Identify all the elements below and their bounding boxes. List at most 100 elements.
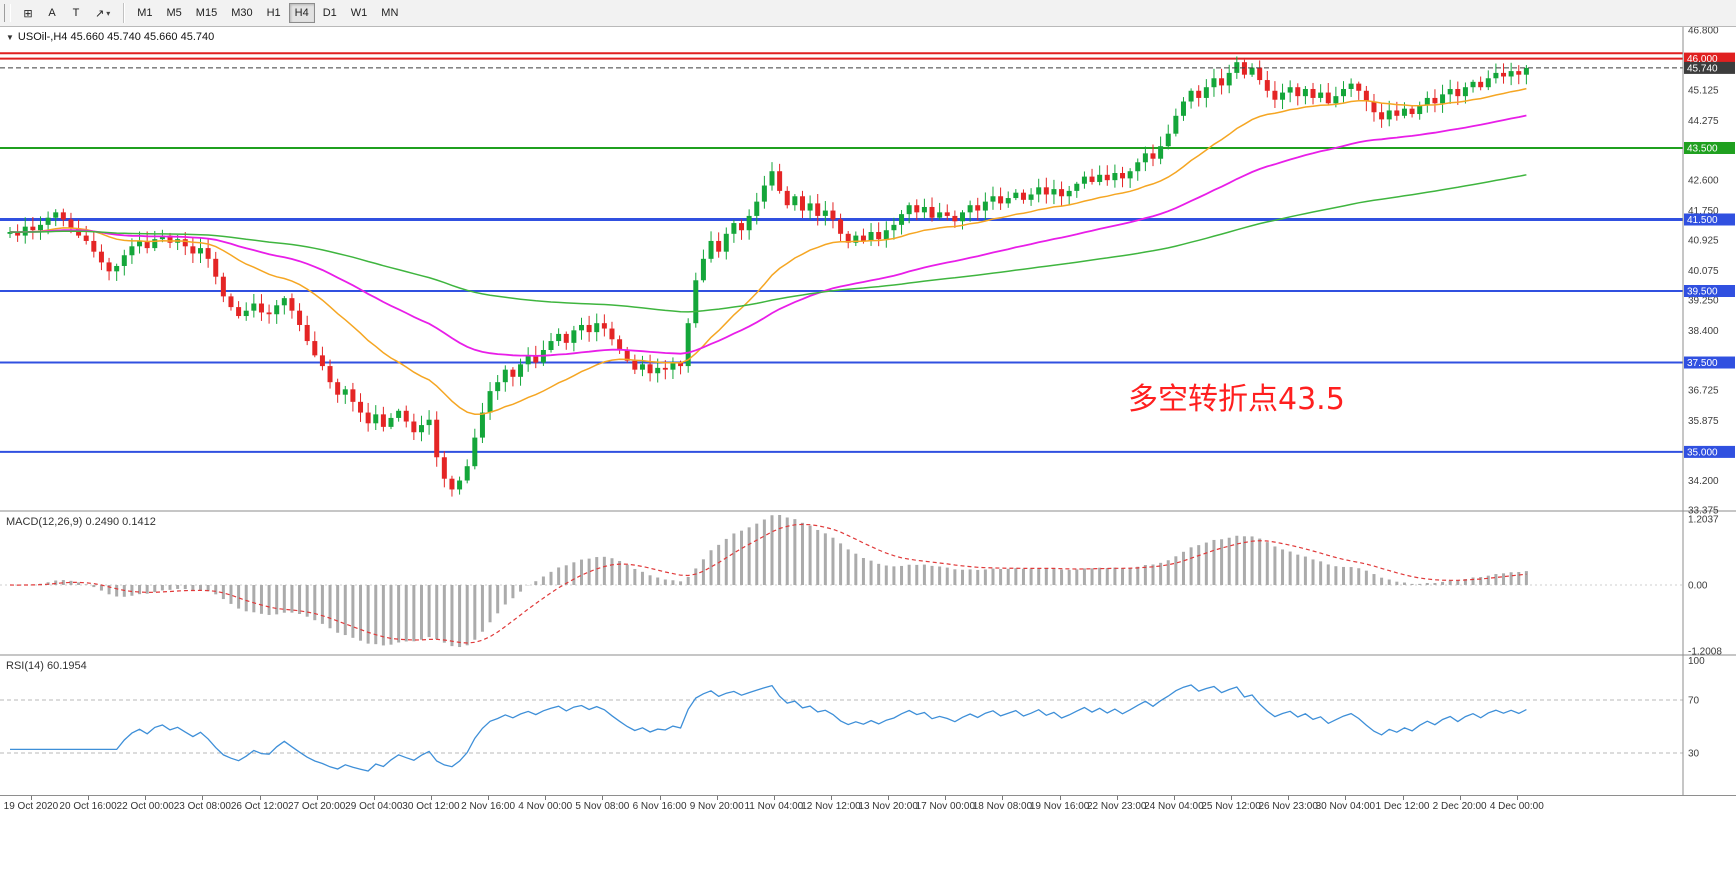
time-label: 20 Oct 16:00 bbox=[59, 801, 117, 812]
grid-tool-button[interactable]: ⊞ bbox=[17, 3, 39, 23]
panel-frames-layer bbox=[0, 27, 1736, 795]
time-label: 29 Oct 04:00 bbox=[345, 801, 403, 812]
arrow-tool-icon: ↗ bbox=[95, 7, 105, 20]
time-tick bbox=[1059, 796, 1061, 800]
ohlc-title-text: USOil-,H4 45.660 45.740 45.660 45.740 bbox=[17, 31, 215, 43]
time-label: 25 Nov 12:00 bbox=[1201, 801, 1261, 812]
price-tick-label: 34.200 bbox=[1688, 476, 1719, 487]
timeframe-button-h1[interactable]: H1 bbox=[266, 7, 281, 19]
time-label: 2 Nov 16:00 bbox=[461, 801, 516, 812]
price-badge: 43.500 bbox=[1684, 141, 1735, 154]
time-tick bbox=[1002, 796, 1004, 800]
price-tick-label: 35.875 bbox=[1688, 416, 1719, 427]
price-tick-label: 40.925 bbox=[1688, 236, 1719, 247]
time-label: 23 Oct 08:00 bbox=[173, 801, 231, 812]
time-label: 30 Oct 12:00 bbox=[402, 801, 460, 812]
grid-tool-icon: ⊞ bbox=[23, 7, 33, 20]
arrow-tool-button[interactable]: ↗ ▾ bbox=[89, 3, 116, 23]
time-tick bbox=[1288, 796, 1290, 800]
time-label: 19 Oct 2020 bbox=[3, 801, 59, 812]
price-tick-label: 46.800 bbox=[1688, 27, 1719, 37]
price-scale[interactable]: 46.800 45.125 44.275 42.600 41.750 40.925 40.0… bbox=[1684, 27, 1735, 760]
time-tick bbox=[602, 796, 604, 800]
svg-text:46.000: 46.000 bbox=[1687, 54, 1718, 65]
time-label: 17 Nov 00:00 bbox=[915, 801, 976, 812]
time-tick bbox=[1116, 796, 1118, 800]
rsi-tick-label: 70 bbox=[1688, 696, 1700, 707]
time-label: 4 Dec 00:00 bbox=[1489, 801, 1544, 812]
time-tick bbox=[773, 796, 775, 800]
price-tick-label: 45.125 bbox=[1688, 85, 1719, 96]
timeframe-button-m30[interactable]: M30 bbox=[231, 7, 253, 19]
macd-tick-label: 1.2037 bbox=[1688, 515, 1719, 526]
time-tick bbox=[145, 796, 147, 800]
time-label: 1 Dec 12:00 bbox=[1375, 801, 1430, 812]
time-label: 19 Nov 16:00 bbox=[1029, 801, 1090, 812]
time-tick bbox=[316, 796, 318, 800]
time-tick bbox=[88, 796, 90, 800]
text-tool-button[interactable]: T bbox=[65, 3, 87, 23]
timeframe-button-m1[interactable]: M1 bbox=[137, 7, 153, 19]
time-tick bbox=[716, 796, 718, 800]
annotation-text[interactable]: 多空转折点43.5 bbox=[1128, 382, 1345, 417]
label-tool-button[interactable]: A bbox=[41, 3, 63, 23]
price-tick-label: 44.275 bbox=[1688, 116, 1719, 127]
svg-text:43.500: 43.500 bbox=[1687, 143, 1718, 154]
timeframe-button-w1[interactable]: W1 bbox=[350, 7, 368, 19]
price-badge: 35.000 bbox=[1684, 445, 1735, 458]
time-tick bbox=[1459, 796, 1461, 800]
time-tick bbox=[1516, 796, 1518, 800]
time-tick bbox=[945, 796, 947, 800]
svg-text:39.500: 39.500 bbox=[1687, 287, 1718, 298]
candles-layer bbox=[7, 56, 1529, 497]
timeframe-button-d1[interactable]: D1 bbox=[322, 7, 337, 19]
time-label: 18 Nov 08:00 bbox=[972, 801, 1033, 812]
time-label: 27 Oct 20:00 bbox=[288, 801, 346, 812]
timeframe-button-m15[interactable]: M15 bbox=[195, 7, 218, 19]
time-label: 22 Oct 00:00 bbox=[116, 801, 174, 812]
time-tick bbox=[1345, 796, 1347, 800]
time-axis[interactable]: 19 Oct 2020 20 Oct 16:00 22 Oct 00:00 23 Oc… bbox=[0, 795, 1736, 818]
time-tick bbox=[1402, 796, 1404, 800]
price-tick-label: 41.750 bbox=[1688, 206, 1719, 217]
timeframe-button-mn[interactable]: MN bbox=[381, 7, 399, 19]
rsi-tick-label: 30 bbox=[1688, 749, 1700, 760]
price-badge: 46.000 bbox=[1684, 52, 1735, 65]
time-label: 9 Nov 20:00 bbox=[689, 801, 744, 812]
time-tick bbox=[1231, 796, 1233, 800]
time-label: 6 Nov 16:00 bbox=[632, 801, 687, 812]
time-label: 26 Oct 12:00 bbox=[230, 801, 289, 812]
timeframe-button-m5[interactable]: M5 bbox=[166, 7, 182, 19]
time-tick bbox=[373, 796, 375, 800]
time-tick bbox=[659, 796, 661, 800]
time-tick bbox=[888, 796, 890, 800]
svg-text:37.500: 37.500 bbox=[1687, 358, 1718, 369]
timeframe-group: M1 M5 M15 M30 H1 H4 D1 W1 MN bbox=[130, 3, 405, 23]
horizontal-levels-layer bbox=[0, 52, 1683, 453]
macd-label: MACD(12,26,9) 0.2490 0.1412 bbox=[6, 516, 156, 528]
chart-area: 46.800 45.125 44.275 42.600 41.750 40.925 40.0… bbox=[0, 27, 1736, 892]
time-label: 5 Nov 08:00 bbox=[575, 801, 630, 812]
timeframe-button-h4[interactable]: H4 bbox=[288, 3, 315, 23]
toolbar-grip[interactable] bbox=[4, 4, 11, 22]
label-tool-icon: A bbox=[48, 7, 56, 19]
price-tick-label: 38.400 bbox=[1688, 326, 1719, 337]
time-tick bbox=[1173, 796, 1175, 800]
text-tool-icon: T bbox=[72, 7, 80, 19]
price-badge: 41.500 bbox=[1684, 213, 1735, 226]
time-tick bbox=[430, 796, 432, 800]
price-tick-label: 39.250 bbox=[1688, 295, 1719, 306]
drawing-tools-group: ⊞ A T ↗ ▾ bbox=[16, 3, 117, 23]
chart-title: ▼ USOil-,H4 45.660 45.740 45.660 45.740 bbox=[6, 31, 214, 43]
time-label: 24 Nov 04:00 bbox=[1144, 801, 1204, 812]
time-tick bbox=[831, 796, 832, 800]
symbol-dropdown-icon[interactable]: ▼ bbox=[6, 32, 14, 42]
time-tick bbox=[30, 796, 32, 800]
chart-canvas[interactable]: 46.800 45.125 44.275 42.600 41.750 40.925 40.0… bbox=[0, 27, 1736, 795]
svg-text:45.740: 45.740 bbox=[1687, 63, 1718, 74]
time-tick bbox=[545, 796, 547, 800]
toolbar: ⊞ A T ↗ ▾ M1 M5 M15 M30 H1 H4 D1 W1 MN bbox=[0, 0, 1736, 27]
price-tick-label: 33.375 bbox=[1688, 506, 1719, 517]
rsi-label: RSI(14) 60.1954 bbox=[6, 660, 87, 672]
toolbar-separator bbox=[123, 3, 125, 23]
